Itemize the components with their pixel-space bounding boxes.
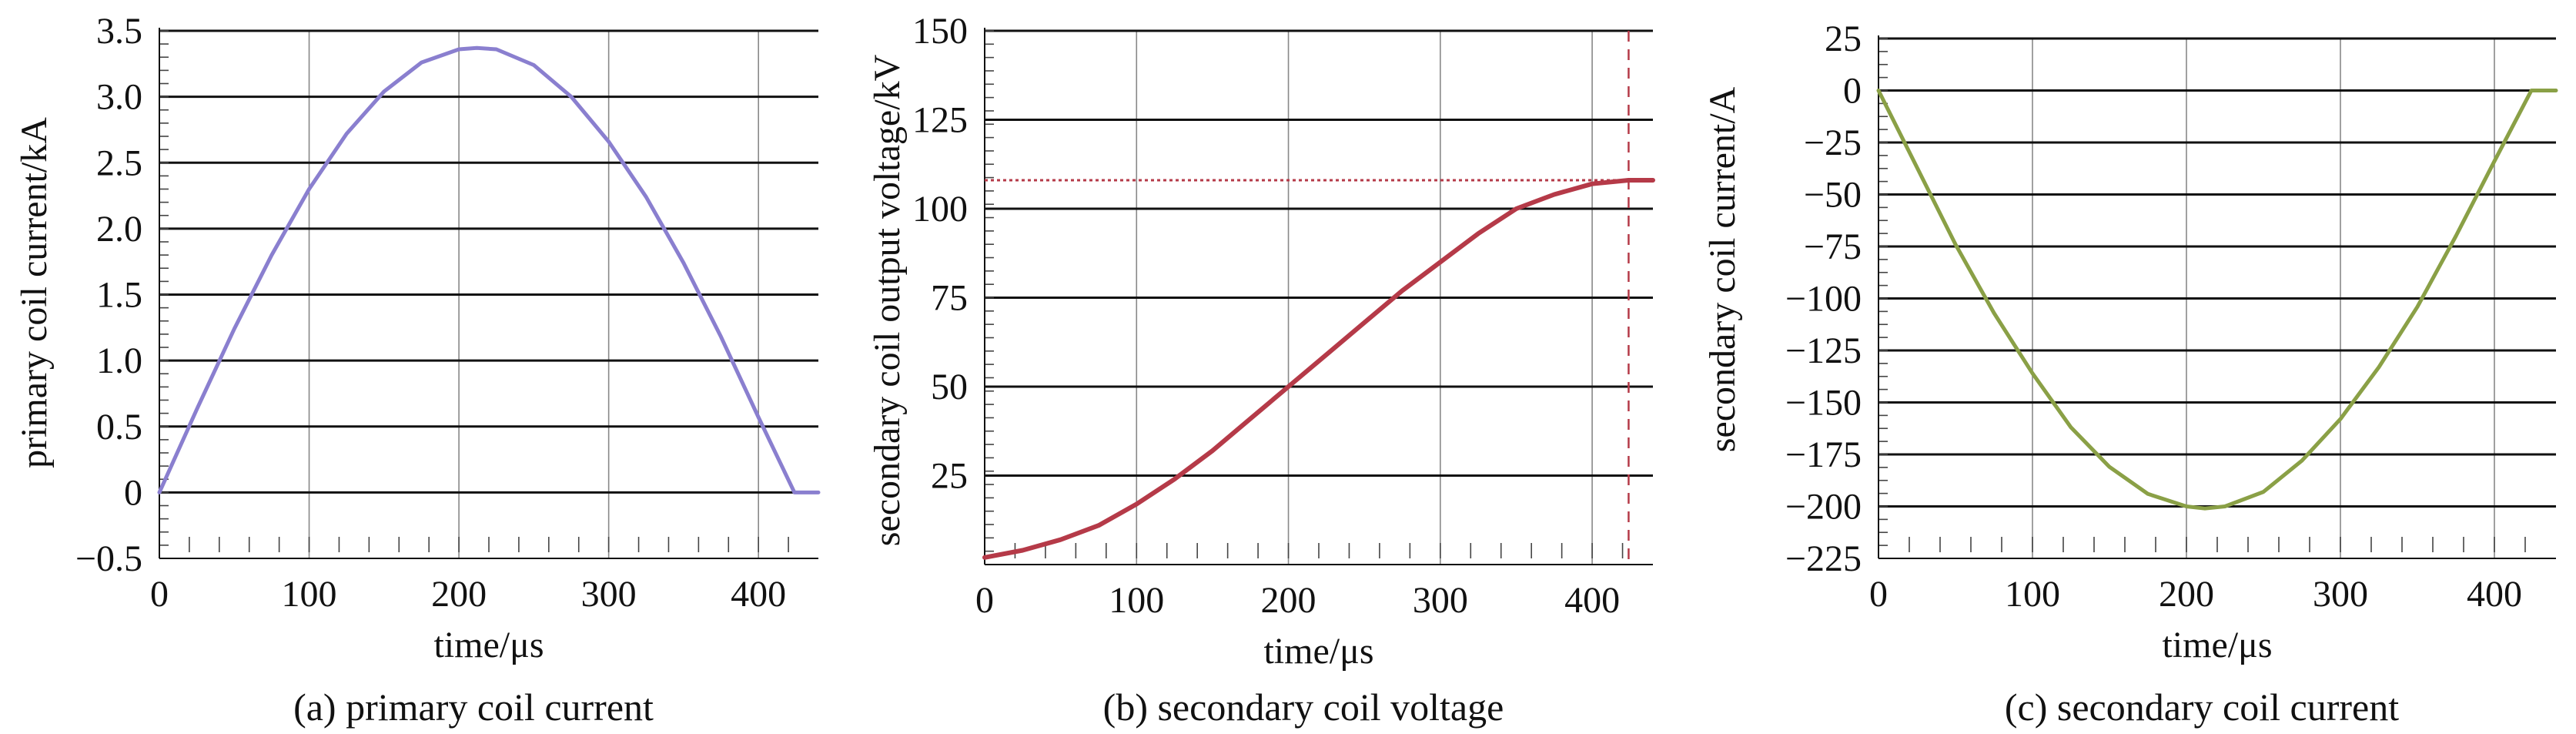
- chart-panel-3: 0 100 200 300 400 25 0 −25 −50 −75 −100 −125 −150 −17…: [1702, 18, 2558, 729]
- data-series-line: [982, 178, 1655, 560]
- y-tick-label: 0.5: [96, 407, 142, 447]
- y-axis-label: secondary coil output voltage/kV: [867, 54, 908, 546]
- y-tick-label: 125: [912, 100, 968, 141]
- y-tick-label: −125: [1785, 330, 1862, 371]
- y-tick-label: 1.5: [96, 275, 142, 316]
- data-series-line: [157, 45, 821, 494]
- x-axis-label: time/μs: [1263, 631, 1373, 672]
- panel-caption: (a) primary coil current: [293, 685, 654, 729]
- panel-caption: (b) secondary coil voltage: [1103, 685, 1504, 729]
- x-tick-label: 200: [431, 574, 487, 615]
- y-axis-label: secondary coil current/A: [1702, 86, 1743, 452]
- y-tick-label: 2.5: [96, 142, 142, 183]
- panel-caption: (c) secondary coil current: [2005, 685, 2399, 729]
- y-tick-label: −150: [1785, 383, 1862, 424]
- y-tick-label: 3.0: [96, 77, 142, 118]
- x-tick-label: 300: [1413, 580, 1468, 621]
- x-tick-label: 0: [975, 580, 994, 621]
- y-tick-label: −225: [1785, 538, 1862, 579]
- y-tick-label: 75: [931, 278, 968, 319]
- x-axis-label: time/μs: [433, 625, 544, 665]
- y-tick-label: 25: [931, 456, 968, 497]
- y-tick-label: −100: [1785, 279, 1862, 320]
- y-tick-label: 2.0: [96, 209, 142, 250]
- x-tick-label: 0: [150, 574, 169, 615]
- y-tick-label: −200: [1785, 487, 1862, 528]
- y-tick-label: −175: [1785, 434, 1862, 475]
- x-tick-label: 200: [1261, 580, 1316, 621]
- y-tick-label: 150: [912, 11, 968, 52]
- x-tick-label: 100: [282, 574, 337, 615]
- x-tick-label: 300: [2313, 574, 2368, 615]
- y-tick-label: 0: [124, 472, 142, 513]
- y-tick-label: −25: [1804, 122, 1862, 163]
- y-tick-label: 25: [1825, 18, 1862, 59]
- x-tick-label: 400: [2467, 574, 2522, 615]
- y-tick-label: 0: [1843, 71, 1862, 112]
- y-tick-label: 1.0: [96, 340, 142, 381]
- x-tick-label: 200: [2159, 574, 2214, 615]
- y-tick-label: 3.5: [96, 11, 142, 52]
- x-tick-label: 0: [1869, 574, 1888, 615]
- x-tick-label: 300: [581, 574, 637, 615]
- chart-panel-2: 0 100 200 300 400 25 50 75 100 125 150 time/μs secon…: [867, 11, 1655, 729]
- x-tick-label: 400: [731, 574, 786, 615]
- x-tick-label: 400: [1564, 580, 1620, 621]
- data-series-line: [1876, 89, 2558, 511]
- y-axis-label: primary coil current/kA: [14, 117, 55, 468]
- y-tick-label: 50: [931, 367, 968, 407]
- chart-panel-1: 0 100 200 300 400−0.500.51.01.52.02.53.03.5t…: [14, 11, 821, 729]
- y-tick-label: −0.5: [75, 538, 142, 579]
- x-axis-label: time/μs: [2162, 625, 2272, 665]
- y-tick-label: −75: [1804, 226, 1862, 267]
- y-tick-label: −50: [1804, 175, 1862, 216]
- x-tick-label: 100: [1109, 580, 1164, 621]
- x-tick-label: 100: [2005, 574, 2060, 615]
- y-tick-label: 100: [912, 189, 968, 230]
